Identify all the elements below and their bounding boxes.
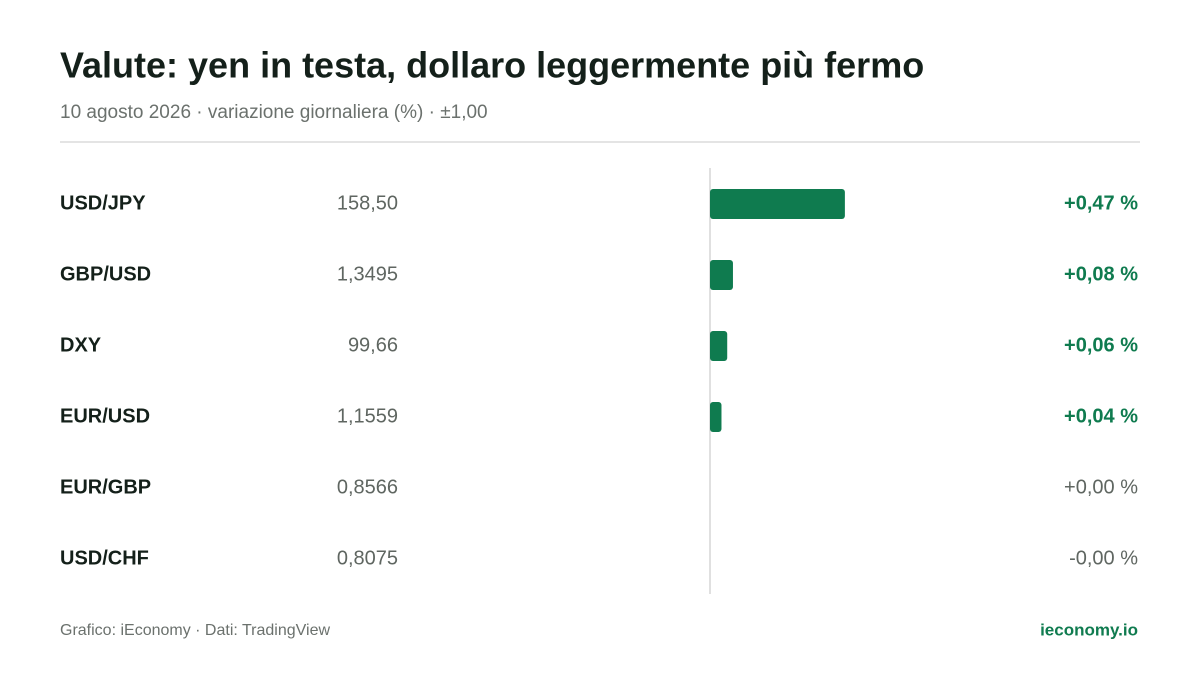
chart-title: Valute: yen in testa, dollaro leggerment…: [60, 45, 924, 86]
value-label: +0,47 %: [1064, 192, 1138, 214]
category-label: USD/JPY: [60, 192, 146, 214]
subtitle: 10 agosto 2026 · variazione giornaliera …: [60, 102, 488, 123]
category-label: EUR/GBP: [60, 476, 151, 498]
price: 158,50: [337, 192, 398, 214]
bar: [710, 402, 722, 432]
bar: [710, 331, 728, 361]
bar: [710, 260, 733, 290]
brand: ieconomy.io: [1040, 620, 1138, 639]
bar: [710, 189, 845, 219]
price: 0,8566: [337, 476, 398, 498]
category-label: EUR/USD: [60, 405, 150, 427]
category-label: GBP/USD: [60, 263, 151, 285]
price: 99,66: [348, 334, 398, 356]
category-label: DXY: [60, 334, 102, 356]
source: Grafico: iEconomy · Dati: TradingView: [60, 622, 330, 639]
price: 1,3495: [337, 263, 398, 285]
price: 0,8075: [337, 547, 398, 569]
value-label: -0,00 %: [1069, 547, 1138, 569]
price: 1,1559: [337, 405, 398, 427]
value-label: +0,06 %: [1064, 334, 1138, 356]
value-label: +0,04 %: [1064, 405, 1138, 427]
value-label: +0,00 %: [1064, 476, 1138, 498]
value-label: +0,08 %: [1064, 263, 1138, 285]
category-label: USD/CHF: [60, 547, 149, 569]
